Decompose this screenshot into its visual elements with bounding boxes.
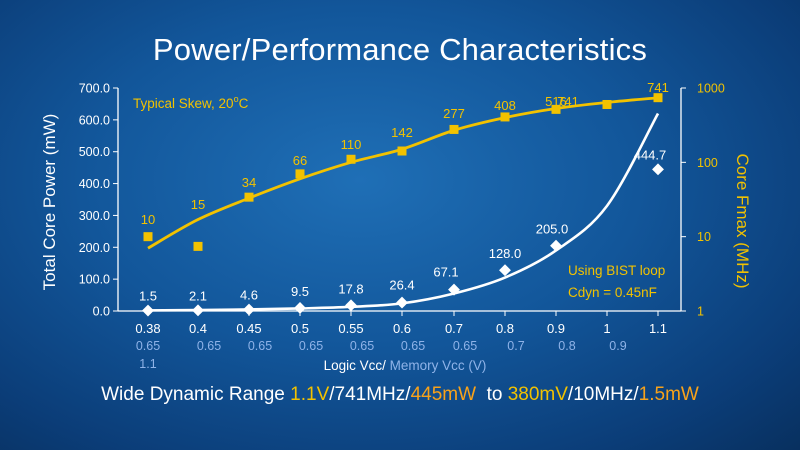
x-tick-label-logic: 1 bbox=[603, 321, 610, 336]
power-point bbox=[192, 304, 204, 317]
fmax-point bbox=[244, 192, 254, 202]
power-point bbox=[448, 283, 460, 296]
x-tick-label-memory: 0.8 bbox=[558, 339, 575, 353]
power-data-label: 26.4 bbox=[389, 278, 414, 293]
x-tick-label-logic: 0.38 bbox=[135, 321, 160, 336]
power-point bbox=[294, 302, 306, 314]
x-tick-label-memory: 0.65 bbox=[453, 339, 477, 353]
power-performance-chart: 0.0100.0200.0300.0400.0500.0600.0700.011… bbox=[40, 80, 752, 373]
fmax-data-label: 277 bbox=[443, 106, 465, 121]
x-tick-label-logic: 0.4 bbox=[189, 321, 207, 336]
fmax-data-label: 516 bbox=[545, 94, 567, 109]
power-data-label: 9.5 bbox=[291, 284, 309, 299]
power-data-label: 4.6 bbox=[240, 288, 258, 303]
fmax-fit-curve bbox=[147, 96, 659, 250]
footer-prefix: Wide Dynamic Range bbox=[101, 384, 291, 405]
fmax-data-label: 741 bbox=[647, 80, 669, 95]
power-point bbox=[396, 296, 408, 309]
y-left-tick-label: 300.0 bbox=[79, 209, 110, 223]
x-tick-label-logic: 0.8 bbox=[496, 321, 514, 336]
footer-power-high: 445mW bbox=[410, 384, 477, 405]
footer-mid: to bbox=[476, 384, 508, 405]
y-right-tick-label: 1 bbox=[697, 305, 704, 319]
power-point bbox=[499, 264, 511, 277]
footer-summary: Wide Dynamic Range 1.1V/741MHz/445mW to … bbox=[0, 384, 800, 406]
power-point bbox=[142, 304, 154, 317]
x-tick-label-logic: 0.6 bbox=[393, 321, 411, 336]
y-right-tick-label: 1000 bbox=[697, 82, 725, 96]
power-data-label: 205.0 bbox=[536, 222, 569, 237]
annotation-typical-skew: Typical Skew, 20oC bbox=[133, 94, 249, 111]
y-left-tick-label: 100.0 bbox=[79, 273, 110, 287]
fmax-data-label: 66 bbox=[293, 153, 307, 168]
fmax-data-label: 34 bbox=[242, 175, 256, 190]
x-tick-label-memory: 0.9 bbox=[609, 339, 626, 353]
power-point bbox=[652, 163, 664, 176]
y-left-tick-label: 0.0 bbox=[93, 305, 110, 319]
fmax-point bbox=[346, 154, 356, 164]
power-data-label: 444.7 bbox=[634, 147, 667, 162]
x-tick-label-memory: 0.65 bbox=[248, 339, 272, 353]
footer-voltage-high: 1.1V bbox=[290, 384, 330, 405]
fmax-data-label: 10 bbox=[141, 212, 155, 227]
power-point bbox=[345, 299, 357, 312]
footer-sep-1: /741MHz/ bbox=[329, 384, 411, 405]
y-axis-left-label: Total Core Power (mW) bbox=[40, 114, 59, 291]
x-tick-label-logic: 0.55 bbox=[338, 321, 363, 336]
slide-title: Power/Performance Characteristics bbox=[152, 32, 648, 67]
y-left-tick-label: 700.0 bbox=[79, 82, 110, 96]
power-data-label: 67.1 bbox=[433, 265, 458, 280]
x-tick-label-memory: 0.65 bbox=[401, 339, 425, 353]
power-data-label: 17.8 bbox=[338, 281, 363, 296]
footer-power-low: 1.5mW bbox=[638, 384, 699, 405]
x-tick-label-logic: 1.1 bbox=[649, 321, 667, 336]
y-left-tick-label: 600.0 bbox=[79, 113, 110, 127]
x-tick-label-memory: 0.65 bbox=[197, 339, 221, 353]
y-left-tick-label: 500.0 bbox=[79, 145, 110, 159]
fmax-point bbox=[143, 232, 153, 242]
x-tick-label-logic: 0.9 bbox=[547, 321, 565, 336]
footer-voltage-low: 380mV bbox=[507, 384, 568, 405]
fmax-point bbox=[653, 93, 663, 103]
annotation-cdyn: Cdyn = 0.45nF bbox=[568, 285, 657, 300]
fmax-point bbox=[551, 104, 561, 114]
power-point bbox=[243, 303, 255, 316]
x-tick-label-memory: 1.1 bbox=[139, 357, 156, 371]
x-tick-label-memory: 0.65 bbox=[350, 339, 374, 353]
x-tick-label-memory: 0.65 bbox=[299, 339, 323, 353]
fmax-point bbox=[193, 241, 203, 251]
y-right-tick-label: 100 bbox=[697, 156, 718, 170]
fmax-data-label: 408 bbox=[494, 98, 516, 113]
fmax-data-label: 15 bbox=[191, 197, 205, 212]
power-data-label: 1.5 bbox=[139, 289, 157, 304]
x-tick-label-logic: 0.45 bbox=[236, 321, 261, 336]
annotation-bist-loop: Using BIST loop bbox=[568, 263, 665, 278]
y-left-tick-label: 200.0 bbox=[79, 241, 110, 255]
fmax-data-label: 110 bbox=[341, 137, 362, 152]
x-tick-label-memory: 0.65 bbox=[136, 339, 160, 353]
power-data-label: 128.0 bbox=[489, 246, 522, 261]
fmax-point bbox=[500, 112, 510, 122]
power-fit-curve bbox=[147, 112, 660, 312]
y-right-tick-label: 10 bbox=[697, 230, 711, 244]
x-axis-label: Logic Vcc/ Memory Vcc (V) bbox=[324, 358, 487, 373]
power-point bbox=[550, 239, 562, 252]
x-tick-label-logic: 0.5 bbox=[291, 321, 309, 336]
fmax-data-label: 741 bbox=[557, 94, 579, 109]
fmax-point bbox=[449, 124, 459, 134]
x-tick-label-memory: 0.7 bbox=[507, 339, 524, 353]
y-axis-right-label: Core Fmax (MHz) bbox=[733, 153, 752, 288]
fmax-data-label: 142 bbox=[391, 125, 413, 140]
fmax-point bbox=[397, 146, 407, 156]
x-tick-label-logic: 0.7 bbox=[445, 321, 463, 336]
y-left-tick-label: 400.0 bbox=[79, 177, 110, 191]
footer-sep-2: /10MHz/ bbox=[567, 384, 639, 405]
fmax-point bbox=[602, 99, 612, 109]
fmax-point bbox=[295, 169, 305, 179]
power-data-label: 2.1 bbox=[189, 288, 207, 303]
